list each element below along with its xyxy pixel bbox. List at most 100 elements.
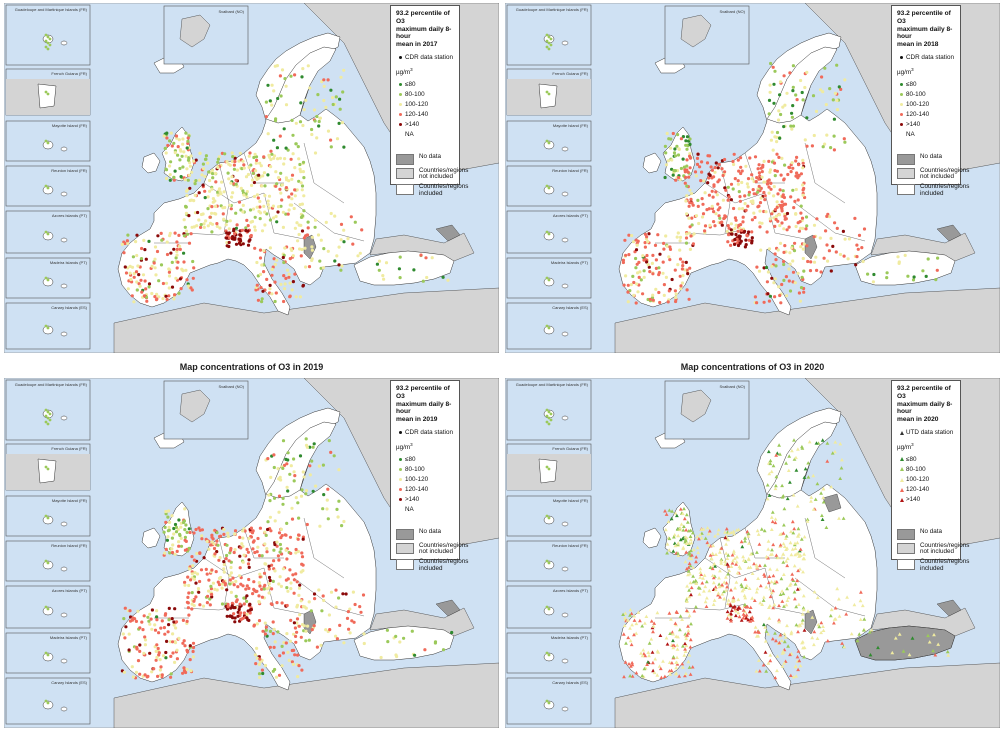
- station-marker: [768, 567, 772, 571]
- station-marker: [318, 259, 322, 263]
- station-marker: [288, 472, 292, 476]
- station-marker: [781, 203, 785, 208]
- station-marker: [161, 297, 165, 301]
- station-marker: [294, 551, 298, 555]
- inset-maps: Guadeloupe and Martinique Islands (FR)Fr…: [506, 4, 592, 350]
- station-marker: [131, 675, 135, 679]
- station-marker: [642, 666, 647, 671]
- station-marker: [256, 536, 260, 541]
- station-marker: [266, 457, 270, 461]
- station-marker: [657, 266, 661, 270]
- station-marker: [663, 527, 668, 532]
- station-marker: [433, 641, 437, 645]
- station-marker: [632, 614, 637, 618]
- station-marker: [623, 660, 628, 664]
- station-marker: [801, 606, 806, 610]
- station-markers: [621, 438, 951, 680]
- station-marker: [678, 257, 683, 261]
- station-marker: [778, 136, 782, 140]
- station-marker: [773, 277, 777, 281]
- station-marker: [167, 294, 171, 298]
- station-marker: [779, 301, 783, 305]
- station-marker: [720, 167, 724, 171]
- station-marker: [167, 623, 171, 627]
- station-marker: [806, 259, 810, 264]
- station-marker: [639, 651, 643, 655]
- station-marker: [46, 186, 50, 190]
- station-marker: [662, 293, 666, 297]
- station-marker: [255, 622, 259, 626]
- station-marker: [46, 653, 50, 657]
- station-marker: [148, 651, 152, 655]
- legend-class: 100-120: [396, 101, 455, 108]
- station-marker: [252, 580, 256, 584]
- station-marker: [726, 531, 731, 535]
- station-marker: [338, 107, 342, 111]
- station-marker: [152, 261, 156, 265]
- station-marker: [758, 201, 763, 205]
- station-marker: [741, 220, 745, 224]
- station-marker: [341, 592, 345, 596]
- station-marker: [773, 520, 778, 525]
- station-marker: [777, 640, 782, 645]
- station-marker: [155, 655, 159, 659]
- station-marker: [342, 145, 346, 149]
- station-marker: [225, 236, 229, 240]
- station-marker: [722, 596, 727, 601]
- station-marker: [265, 547, 269, 551]
- station-marker: [811, 473, 816, 478]
- station-marker: [289, 464, 293, 468]
- station-marker: [174, 276, 178, 280]
- station-marker: [281, 210, 285, 214]
- station-marker: [44, 33, 48, 37]
- station-marker: [328, 628, 332, 632]
- station-marker: [282, 162, 286, 166]
- station-marker: [719, 557, 724, 561]
- station-marker: [267, 153, 271, 157]
- station-marker: [681, 264, 685, 268]
- station-marker: [805, 224, 809, 228]
- station-marker: [262, 249, 266, 253]
- station-marker: [746, 204, 750, 208]
- station-marker: [673, 169, 677, 173]
- station-marker: [772, 281, 776, 285]
- station-marker: [347, 627, 351, 631]
- station-marker: [300, 551, 304, 555]
- station-marker: [734, 223, 738, 227]
- station-marker: [285, 268, 290, 272]
- station-marker: [143, 673, 147, 677]
- station-marker: [230, 175, 234, 179]
- station-marker: [709, 165, 713, 169]
- legend-area-class: No data: [396, 528, 455, 540]
- station-marker: [270, 83, 274, 87]
- station-marker: [232, 167, 236, 171]
- station-marker: [183, 507, 187, 511]
- station-marker: [821, 624, 825, 628]
- station-marker: [730, 553, 735, 557]
- station-marker: [207, 589, 211, 593]
- station-marker: [737, 234, 741, 238]
- station-marker: [666, 300, 670, 304]
- station-marker: [687, 588, 691, 592]
- station-marker: [695, 162, 700, 166]
- station-marker: [629, 664, 633, 668]
- station-marker: [855, 638, 860, 643]
- station-marker: [272, 559, 276, 563]
- station-marker: [216, 157, 220, 161]
- station-marker: [268, 578, 272, 583]
- station-marker: [629, 642, 634, 647]
- station-marker: [664, 151, 668, 155]
- station-marker: [802, 535, 807, 539]
- station-marker: [748, 619, 753, 623]
- station-marker: [632, 240, 636, 244]
- station-marker: [223, 152, 227, 156]
- station-marker: [740, 584, 744, 589]
- station-marker: [841, 516, 846, 520]
- station-marker: [835, 108, 840, 112]
- station-marker: [263, 210, 267, 214]
- station-marker: [326, 517, 330, 521]
- station-marker: [689, 585, 694, 590]
- station-marker: [770, 519, 775, 524]
- legend-swatch: [396, 153, 414, 165]
- station-marker: [785, 563, 790, 568]
